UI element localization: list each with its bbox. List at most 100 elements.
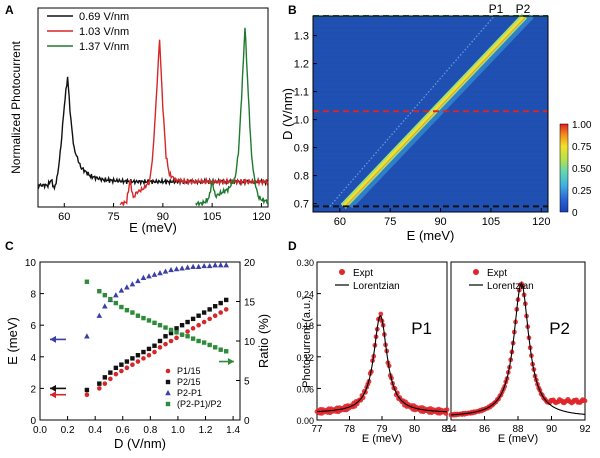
data-point <box>212 313 218 319</box>
data-point <box>207 307 212 312</box>
panel-c-frame <box>39 261 241 421</box>
data-point <box>84 387 90 393</box>
data-point <box>174 330 179 335</box>
data-point <box>96 312 103 318</box>
legend-label: P2/15 <box>177 377 201 387</box>
data-point <box>97 381 102 386</box>
x-tick-label: 105 <box>203 211 221 223</box>
data-point <box>174 326 179 331</box>
data-point <box>113 365 119 371</box>
legend-label: Expt <box>353 268 373 279</box>
y-tick-label: 0.8 <box>294 171 309 183</box>
x-tick-label: 105 <box>482 216 500 228</box>
x-tick-label: 60 <box>334 216 346 228</box>
data-point <box>206 262 213 269</box>
data-point <box>135 277 141 284</box>
data-point <box>218 310 223 315</box>
data-point <box>146 273 152 279</box>
data-point <box>190 316 196 322</box>
data-point <box>135 359 141 364</box>
data-point <box>152 343 157 348</box>
panel-label-b: B <box>288 3 297 17</box>
panel-b-frame <box>312 15 549 213</box>
data-point <box>102 292 108 298</box>
y-axis-label: D (V/nm) <box>280 88 295 140</box>
data-point <box>157 323 163 328</box>
p2-ridge-halo <box>348 13 534 209</box>
x-tick-label: 120 <box>252 211 270 223</box>
y-tick-label: 4 <box>30 353 36 364</box>
data-point <box>141 349 146 355</box>
x-tick-label: 78 <box>344 424 356 435</box>
panel-label-a: A <box>5 3 14 17</box>
subplot-peak-label: P2 <box>549 319 570 338</box>
y-tick-label: 0.18 <box>296 321 314 331</box>
legend-label: P2-P1 <box>177 388 202 398</box>
y-axis-label: E (meV) <box>5 317 20 365</box>
y-axis-label: Photocurrent (a.u.) <box>301 296 313 388</box>
data-point <box>140 274 147 280</box>
data-point <box>84 279 90 284</box>
y-tick-label: 10 <box>25 258 37 269</box>
y-tick-label: 0.9 <box>294 143 309 155</box>
x-tick-label: 1.2 <box>199 425 213 436</box>
x-tick-label: 90 <box>546 424 558 435</box>
data-point <box>179 265 185 271</box>
data-point <box>130 310 135 315</box>
data-point <box>212 304 218 309</box>
x-tick-label: 75 <box>384 216 396 228</box>
data-point <box>217 262 224 268</box>
data-point <box>218 347 223 352</box>
data-point <box>135 313 141 318</box>
y-tick-label: 0.06 <box>296 384 314 394</box>
lorentzian-fit <box>450 282 586 416</box>
data-point <box>97 386 102 391</box>
panel-c-chart: 0.0 0.2 0.4 0.6 0.8 1.0 1.2 1.4 0 2 4 6 8 10 0 5 10 15 20 D… <box>5 258 271 451</box>
legend-label: Expt <box>487 268 507 279</box>
y-tick-label: 0.00 <box>296 416 314 426</box>
x-tick-label: 86 <box>479 424 491 435</box>
y-tick-label: 1.3 <box>294 31 309 43</box>
y-axis-label: Normalized Photocurrent <box>9 40 23 173</box>
data-point <box>108 376 113 382</box>
x-tick-label: 77 <box>311 424 323 435</box>
data-point <box>113 292 119 298</box>
y-tick-label: 2 <box>30 384 36 395</box>
legend-label: 1.37 V/nm <box>79 41 129 53</box>
data-point <box>201 310 207 315</box>
data-point <box>119 368 124 374</box>
data-point <box>124 307 130 313</box>
y2-tick-label: 15 <box>244 298 256 309</box>
data-point <box>102 303 108 309</box>
data-point <box>168 266 174 273</box>
legend-label: Lorentzian <box>353 281 400 292</box>
axis-arrow-blue-head <box>50 335 56 343</box>
x-tick-label: 0.8 <box>143 425 157 436</box>
data-point <box>218 300 223 306</box>
data-point <box>102 375 108 380</box>
axis-arrow-green-head <box>228 358 234 366</box>
data-point <box>141 315 146 321</box>
data-point <box>224 349 229 354</box>
data-point <box>141 356 146 361</box>
x-tick-label: 60 <box>58 211 70 223</box>
legend-label: (P2-P1)/P2 <box>177 399 222 409</box>
colorbar <box>559 123 569 213</box>
series-line <box>119 39 269 206</box>
data-point <box>135 353 141 358</box>
data-point <box>190 263 196 269</box>
data-point <box>84 333 90 339</box>
expt-point <box>582 398 588 404</box>
data-point <box>118 287 125 293</box>
x-axis-label: E (meV) <box>362 433 402 445</box>
data-point <box>173 266 180 272</box>
data-point <box>185 334 190 339</box>
colorbar-tick-label: 0.25 <box>572 186 592 197</box>
x-tick-label: 90 <box>434 216 446 228</box>
y-tick-label: 6 <box>30 321 36 332</box>
legend-marker <box>165 390 171 396</box>
series-line <box>195 27 269 208</box>
x-tick-label: 0.2 <box>61 425 75 436</box>
data-point <box>146 318 152 323</box>
